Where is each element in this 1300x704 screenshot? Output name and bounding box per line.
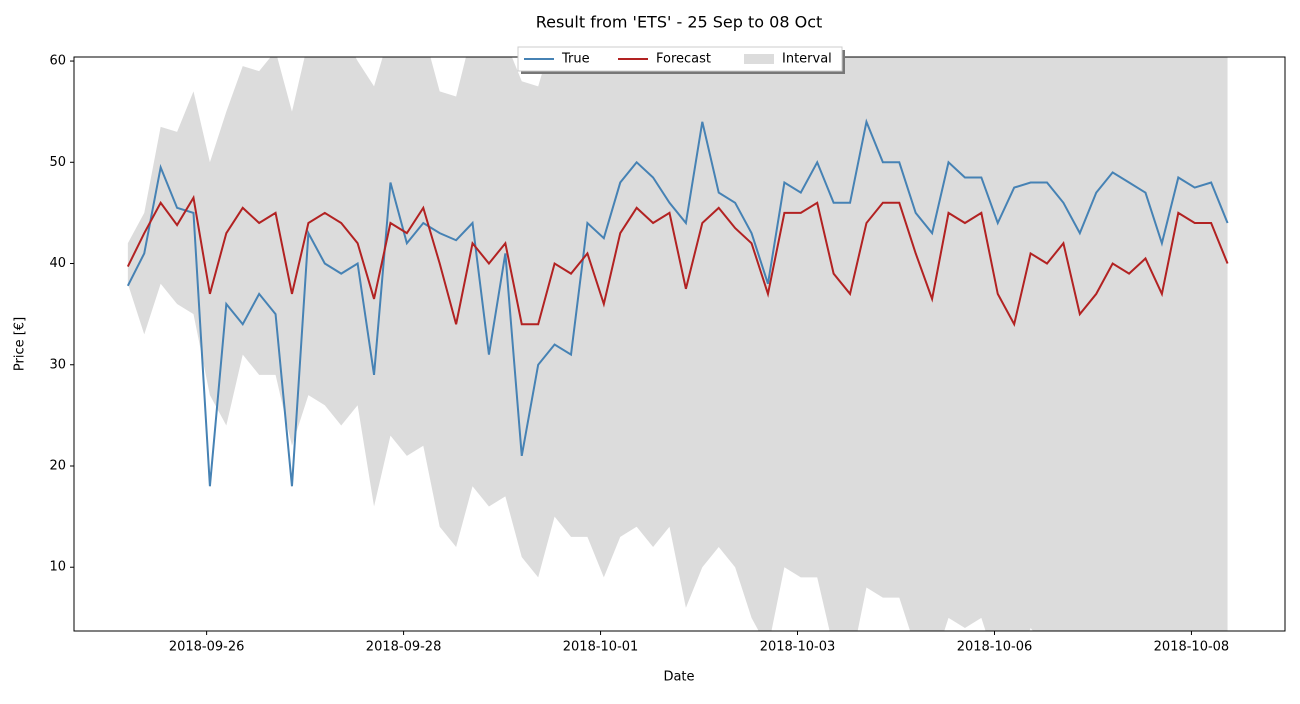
series-line <box>126 194 1229 328</box>
legend-swatch <box>744 54 774 64</box>
x-tick-label: 2018-09-28 <box>366 640 442 655</box>
series-line <box>126 118 1229 487</box>
y-tick-label: 30 <box>49 357 66 372</box>
interval-area <box>127 57 1228 631</box>
x-tick-label: 2018-10-01 <box>563 640 639 655</box>
y-tick-label: 60 <box>49 54 66 69</box>
legend: True Forecast Interval <box>517 46 845 74</box>
legend-label: True <box>561 52 590 67</box>
y-axis-label: Price [€] <box>13 317 28 371</box>
legend-box <box>517 46 843 72</box>
legend-label: Interval <box>782 52 832 67</box>
y-tick-label: 20 <box>49 458 66 473</box>
x-tick-label: 2018-09-26 <box>169 640 245 655</box>
legend-label: Forecast <box>656 52 711 67</box>
x-axis-label: Date <box>663 670 694 685</box>
y-tick-label: 50 <box>49 155 66 170</box>
y-tick-label: 10 <box>49 560 66 575</box>
chart-title: Result from 'ETS' - 25 Sep to 08 Oct <box>536 13 823 32</box>
axes: 10 20 30 40 50 60 2018-09-26 2018-09-28 2018-10-… <box>49 54 1229 655</box>
y-tick-label: 40 <box>49 256 66 271</box>
x-tick-label: 2018-10-06 <box>957 640 1033 655</box>
x-tick-label: 2018-10-03 <box>760 640 836 655</box>
plot-area <box>126 57 1229 631</box>
x-tick-label: 2018-10-08 <box>1154 640 1230 655</box>
